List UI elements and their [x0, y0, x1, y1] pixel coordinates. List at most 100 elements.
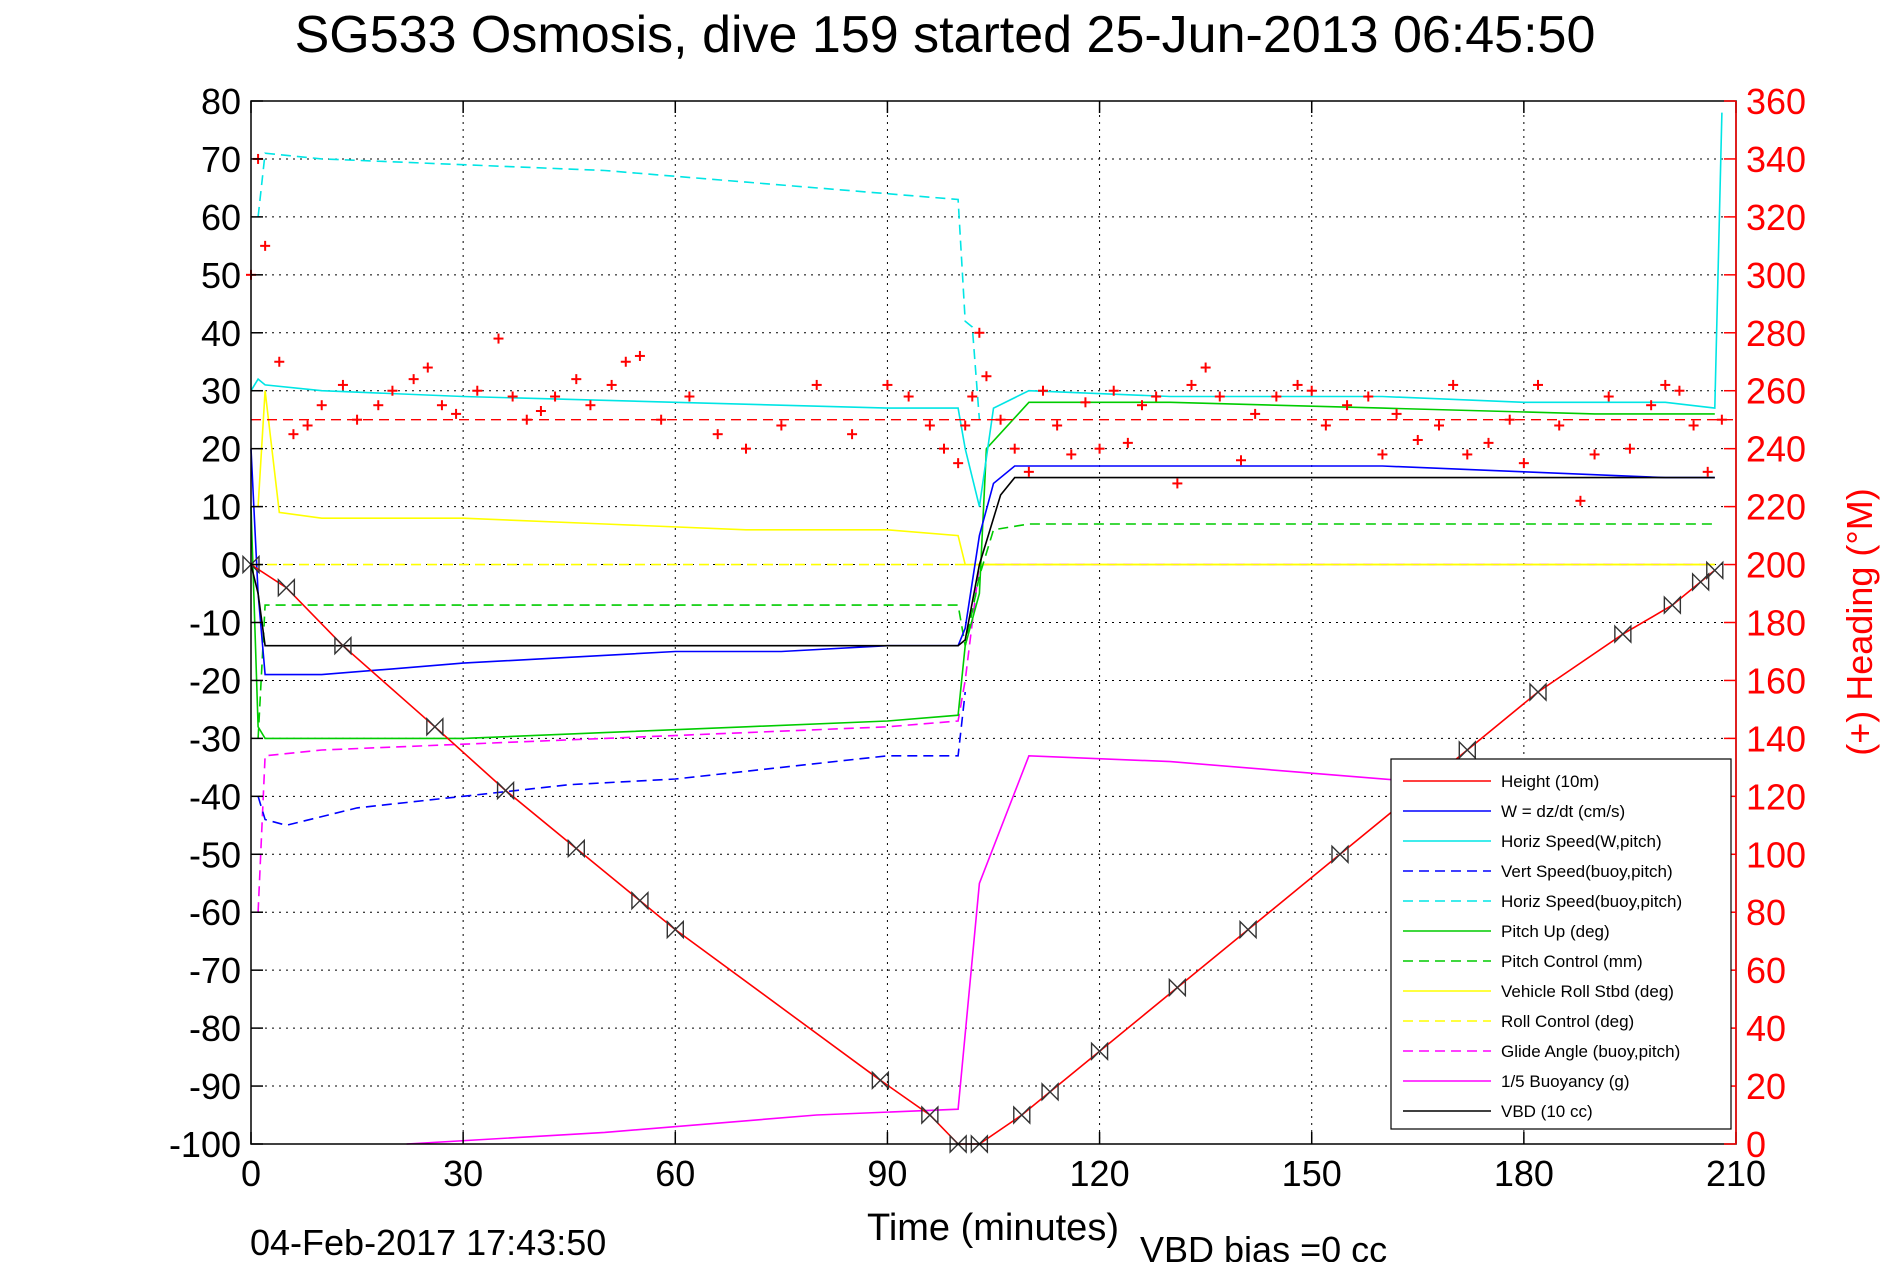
legend-label: 1/5 Buoyancy (g): [1501, 1072, 1630, 1091]
series-line: [250, 112, 1723, 507]
y2-tick-label: 340: [1746, 139, 1806, 180]
x-tick-label: 30: [443, 1153, 483, 1194]
heading-point: [1483, 437, 1494, 448]
heading-point: [1342, 400, 1353, 411]
heading-point: [1137, 400, 1147, 411]
legend-label: Horiz Speed(buoy,pitch): [1501, 892, 1682, 911]
height-marker: [1239, 919, 1257, 940]
height-marker: [1041, 1082, 1059, 1102]
y-tick-label: -70: [189, 950, 241, 991]
legend-label: Pitch Control (mm): [1501, 952, 1643, 971]
height-marker: [1331, 844, 1349, 864]
x-tick-label: 120: [1070, 1153, 1130, 1194]
heading-point: [1052, 420, 1063, 431]
heading-point: [1122, 437, 1133, 448]
heading-point: [1504, 414, 1515, 425]
y2-axis-label: (+) Heading (°M): [1839, 488, 1880, 755]
height-marker: [631, 890, 649, 911]
series-line: [257, 523, 1715, 739]
x-axis-label: Time (minutes): [867, 1207, 1119, 1249]
legend-label: Roll Control (deg): [1501, 1012, 1634, 1031]
heading-point: [408, 374, 419, 385]
heading-point: [1292, 379, 1303, 390]
height-marker: [334, 635, 352, 656]
heading-point: [741, 443, 751, 454]
heading-point: [1151, 391, 1162, 402]
heading-point: [1518, 458, 1529, 469]
heading-point: [1023, 466, 1034, 477]
series-line: [257, 152, 981, 420]
legend-box: [1390, 758, 1732, 1130]
height-marker: [242, 554, 260, 575]
heading-point: [1186, 379, 1197, 390]
heading-point: [260, 240, 271, 251]
y2-tick-label: 60: [1746, 950, 1786, 991]
y2-tick-label: 120: [1746, 776, 1806, 817]
y2-tick-label: 260: [1746, 371, 1806, 412]
y-tick-label: -40: [189, 776, 241, 817]
height-markers: [242, 554, 1724, 1154]
heading-point: [1575, 495, 1586, 506]
heading-point: [1646, 400, 1657, 411]
legend-label: Glide Angle (buoy,pitch): [1501, 1042, 1680, 1061]
x-axis: 0 30 60 90 120 150 180 210: [241, 101, 1766, 1194]
y2-tick-label: 100: [1746, 834, 1806, 875]
x-tick-label: 210: [1706, 1153, 1766, 1194]
height-marker: [1013, 1105, 1031, 1125]
heading-point: [903, 391, 914, 402]
height-marker: [949, 1134, 967, 1154]
y-tick-label: -50: [189, 834, 241, 875]
heading-point: [1589, 449, 1600, 460]
heading-point: [1554, 420, 1565, 431]
y-tick-label: 0: [221, 545, 241, 586]
heading-point: [1236, 455, 1246, 466]
heading-point: [1080, 397, 1091, 408]
height-marker: [1090, 1041, 1109, 1061]
y-tick-label: -100: [169, 1124, 241, 1165]
series-layer: [250, 112, 1723, 1145]
x-tick-label: 90: [867, 1153, 907, 1194]
heading-point: [656, 414, 667, 425]
heading-point: [847, 429, 858, 440]
legend-label: W = dz/dt (cm/s): [1501, 802, 1625, 821]
heading-point: [953, 458, 964, 469]
heading-point: [981, 371, 992, 382]
y2-tick-label: 80: [1746, 892, 1786, 933]
footer-timestamp: 04-Feb-2017 17:43:50: [250, 1222, 606, 1262]
legend-label: Horiz Speed(W,pitch): [1501, 832, 1662, 851]
heading-point: [472, 385, 483, 396]
heading-point: [960, 420, 971, 431]
y-tick-label: 30: [201, 371, 241, 412]
x-tick-label: 150: [1282, 1153, 1342, 1194]
heading-point: [1250, 408, 1261, 419]
heading-point: [1172, 478, 1183, 489]
heading-point: [1603, 391, 1614, 402]
y-tick-label: -30: [189, 718, 241, 759]
heading-point: [521, 414, 532, 425]
vbd-bias-note: VBD bias =0 cc: [1140, 1229, 1387, 1262]
heading-point: [1200, 362, 1211, 373]
legend: Height (10m) W = dz/dt (cm/s) Horiz Speed(…: [1390, 758, 1732, 1130]
height-marker: [496, 780, 515, 801]
legend-label: VBD (10 cc): [1501, 1102, 1593, 1121]
y-tick-label: -90: [189, 1066, 241, 1107]
height-marker: [970, 1134, 989, 1154]
heading-point: [1434, 420, 1444, 431]
heading-point: [882, 379, 893, 390]
heading-point: [1038, 385, 1048, 396]
heading-point: [1688, 420, 1699, 431]
heading-point: [1448, 379, 1459, 390]
heading-point: [451, 408, 462, 419]
y-tick-label: -80: [189, 1008, 241, 1049]
heading-point: [620, 356, 631, 367]
heading-point: [1306, 385, 1317, 396]
heading-point: [974, 327, 985, 338]
heading-point: [1391, 408, 1402, 419]
y-tick-label: 60: [201, 197, 241, 238]
series-line: [250, 401, 1715, 740]
heading-point: [1674, 385, 1685, 396]
y-tick-label: -60: [189, 892, 241, 933]
x-tick-label: 60: [655, 1153, 695, 1194]
chart-title: SG533 Osmosis, dive 159 started 25-Jun-2…: [295, 6, 1596, 64]
